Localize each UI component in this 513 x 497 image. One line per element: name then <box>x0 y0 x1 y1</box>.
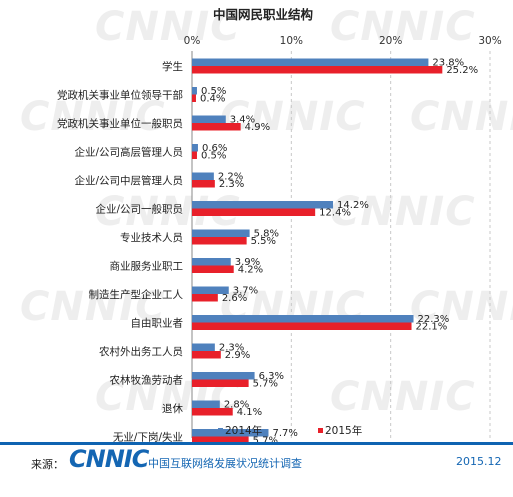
data-label: 3.9% <box>235 257 260 268</box>
watermark-text: CNNIC <box>330 189 476 235</box>
bar-series2 <box>192 265 234 273</box>
category-label: 无业/下岗/失业 <box>113 431 183 443</box>
x-axis-ticks: 0% 10% 20% 30% <box>184 35 502 47</box>
data-label: 0.5% <box>201 151 226 162</box>
category-label: 退休 <box>162 403 183 415</box>
category-label: 商业服务业职工 <box>110 260 184 273</box>
bar-series2 <box>192 408 233 416</box>
category-label: 企业/公司高层管理人员 <box>74 146 183 159</box>
watermark-text: CNNIC <box>95 4 241 50</box>
data-label: 3.4% <box>230 115 255 126</box>
watermark-text: CNNIC <box>20 94 166 140</box>
watermark-text: CNNIC <box>20 284 166 330</box>
data-label: 4.2% <box>238 265 263 276</box>
bar-series2 <box>192 351 221 359</box>
bar-series1 <box>192 343 215 351</box>
x-tick-label: 20% <box>379 35 402 47</box>
category-label: 企业/公司一般职员 <box>95 203 183 216</box>
occupation-bar-chart: CNNIC CNNIC CNNIC CNNIC CNNIC CNNIC CNNIC CNNIC… <box>20 4 513 443</box>
bar-series2 <box>192 436 249 442</box>
data-label: 0.6% <box>202 143 227 154</box>
data-label: 22.3% <box>418 314 450 325</box>
data-label: 2.3% <box>219 343 244 354</box>
category-labels: 学生党政机关事业单位领导干部党政机关事业单位一般职员企业/公司高层管理人员企业/… <box>57 60 183 442</box>
data-label: 2.3% <box>219 179 244 190</box>
bar-series1 <box>192 286 229 294</box>
data-label: 0.4% <box>200 94 225 105</box>
category-label: 专业技术人员 <box>120 231 183 244</box>
bar-series1 <box>192 115 226 123</box>
bar-series2 <box>192 322 412 330</box>
category-label: 党政机关事业单位一般职员 <box>57 117 183 130</box>
report-date: 2015.12 <box>456 455 502 468</box>
bar-series2 <box>192 237 247 245</box>
bar-series1 <box>192 201 334 209</box>
category-label: 制造生产型企业工人 <box>89 288 184 301</box>
bar-series2 <box>192 66 443 74</box>
legend-label: 2015年 <box>325 424 362 437</box>
category-label: 自由职业者 <box>131 317 184 330</box>
category-label: 党政机关事业单位领导干部 <box>57 89 183 102</box>
bar-series1 <box>192 429 269 437</box>
bar-series1 <box>192 58 429 66</box>
legend-swatch <box>318 428 323 433</box>
bar-series2 <box>192 379 249 387</box>
bar-series2 <box>192 94 196 102</box>
bar-series1 <box>192 400 220 408</box>
bar-series1 <box>192 172 214 180</box>
bar-series2 <box>192 123 241 131</box>
data-label: 25.2% <box>446 65 478 76</box>
bar-series2 <box>192 294 218 302</box>
data-label: 6.3% <box>259 371 284 382</box>
x-tick-label: 10% <box>280 35 303 47</box>
data-label: 5.7% <box>253 436 278 443</box>
legend-label: 2014年 <box>225 424 262 437</box>
data-label: 2.9% <box>225 350 250 361</box>
bar-series1 <box>192 258 231 266</box>
category-label: 农村外出务工人员 <box>99 345 183 358</box>
data-label: 0.5% <box>201 86 226 97</box>
source-org: 中国互联网络发展状况统计调查 <box>148 457 302 470</box>
data-label: 2.2% <box>218 172 243 183</box>
data-label: 4.1% <box>237 407 262 418</box>
data-label: 5.8% <box>254 229 279 240</box>
footer-divider <box>0 442 513 445</box>
footer: 来源： CNNIC 中国互联网络发展状况统计调查 2015.12 <box>0 442 513 497</box>
x-tick-label: 30% <box>478 35 501 47</box>
bar-series1 <box>192 372 255 380</box>
category-label: 企业/公司中层管理人员 <box>74 174 183 187</box>
data-label: 22.1% <box>416 322 448 333</box>
data-label: 23.8% <box>432 58 464 69</box>
data-label: 7.7% <box>272 428 297 439</box>
bars: 23.8%25.2%0.5%0.4%3.4%4.9%0.6%0.5%2.2%2.… <box>192 58 478 443</box>
watermark-text: CNNIC <box>220 94 366 140</box>
bar-series1 <box>192 144 198 152</box>
watermark-text: CNNIC <box>330 4 476 50</box>
category-label: 学生 <box>162 60 183 73</box>
data-label: 5.5% <box>251 236 276 247</box>
legend-swatch <box>218 428 223 433</box>
watermark-text: CNNIC <box>410 94 513 140</box>
data-label: 14.2% <box>337 200 369 211</box>
bar-series2 <box>192 208 316 216</box>
legend: 2014年 2015年 <box>218 424 362 437</box>
data-label: 12.4% <box>319 208 351 219</box>
source-label: 来源： <box>31 458 64 471</box>
bar-series2 <box>192 151 197 159</box>
bar-series1 <box>192 229 250 237</box>
data-label: 3.7% <box>233 286 258 297</box>
data-label: 2.6% <box>222 293 247 304</box>
data-label: 2.8% <box>224 400 249 411</box>
cnnic-logo: CNNIC <box>69 445 149 473</box>
watermark-text: CNNIC <box>410 284 513 330</box>
bar-series2 <box>192 180 215 188</box>
data-label: 5.7% <box>253 379 278 390</box>
chart-title: 中国网民职业结构 <box>213 7 313 22</box>
bar-series1 <box>192 315 414 323</box>
data-label: 4.9% <box>245 122 270 133</box>
watermark-text: CNNIC <box>330 374 476 420</box>
bar-series1 <box>192 87 197 95</box>
category-label: 农林牧渔劳动者 <box>110 374 184 387</box>
x-tick-label: 0% <box>184 35 201 47</box>
